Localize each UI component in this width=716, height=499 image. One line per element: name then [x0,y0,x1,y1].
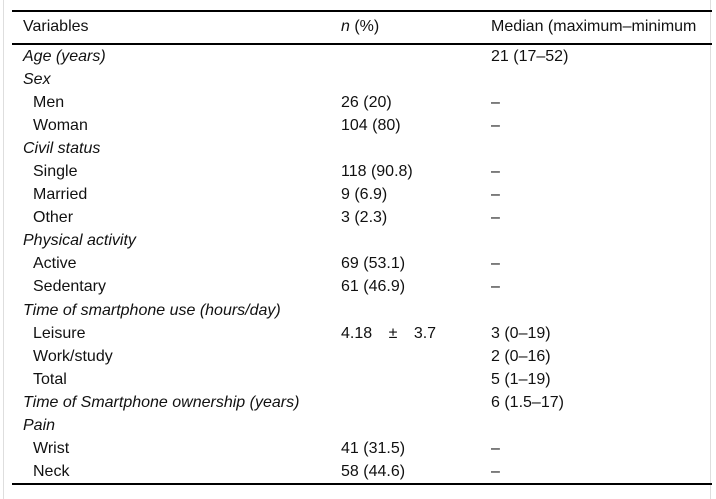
table-row: Total 5 (1–19) [12,368,712,391]
n-value: 61 (46.9) [341,278,406,296]
row-label: Woman [33,116,88,134]
table-row: Single 118 (90.8) – [12,160,712,183]
table-row: Pain [12,414,712,437]
table-row: Men 26 (20) – [12,91,712,114]
table-row: Civil status [12,137,712,160]
n-value: 104 (80) [341,116,401,134]
row-label: Active [33,255,77,273]
table-row: Physical activity [12,229,712,252]
row-label: Physical activity [23,232,136,250]
table-row: Time of smartphone use (hours/day) [12,299,712,322]
row-label: Wrist [33,440,70,458]
table-row: Married 9 (6.9) – [12,183,712,206]
row-label: Total [33,370,67,388]
table-row: Other 3 (2.3) – [12,206,712,229]
table-header-row: Variables n (%) Median (maximum–minimum [12,12,712,45]
n-value: 58 (44.6) [341,463,406,481]
median-value: – [491,93,500,111]
n-value: 9 (6.9) [341,186,388,204]
n-symbol: n [341,18,350,36]
n-value: 3 (2.3) [341,209,388,227]
table-row: Active 69 (53.1) – [12,252,712,275]
median-value: – [491,463,500,481]
row-label: Neck [33,463,70,481]
row-label: Civil status [23,139,101,157]
median-value: – [491,186,500,204]
row-label: Other [33,209,74,227]
table-row: Wrist 41 (31.5) – [12,437,712,460]
table-image-frame: Variables n (%) Median (maximum–minimum … [3,0,712,499]
row-label: Sedentary [33,278,106,296]
col-header-variables: Variables [23,18,89,36]
table-row: Leisure 4.18 ± 3.7 3 (0–19) [12,322,712,345]
median-value: – [491,116,500,134]
row-label: Leisure [33,324,86,342]
col-header-n-percent: n (%) [341,18,491,36]
n-value: 41 (31.5) [341,440,406,458]
row-label: Pain [23,417,56,434]
median-value: 3 (0–19) [491,324,551,342]
statistics-table: Variables n (%) Median (maximum–minimum … [12,10,712,486]
col-header-median: Median (maximum–minimum [491,18,697,36]
n-value: 26 (20) [341,93,392,111]
median-value: – [491,209,500,227]
n-value: 4.18 ± 3.7 [341,324,437,342]
median-value: – [491,278,500,296]
row-label: Age (years) [23,47,106,65]
n-percent-suffix: (%) [349,18,380,36]
median-value: – [491,255,500,273]
table-row: Age (years) 21 (17–52) [12,45,712,68]
median-value: 5 (1–19) [491,370,551,388]
row-label: Time of Smartphone ownership (years) [23,393,300,411]
n-value: 69 (53.1) [341,255,406,273]
row-label: Sex [23,70,51,88]
row-label: Single [33,162,78,180]
row-label: Married [33,186,88,204]
table-row: Sex [12,68,712,91]
row-label: Time of smartphone use (hours/day) [23,301,281,319]
table-row: Neck 58 (44.6) – [12,460,712,483]
table-row: Work/study 2 (0–16) [12,345,712,368]
table-row: Time of Smartphone ownership (years) 6 (… [12,391,712,414]
median-value: – [491,162,500,180]
median-value: 21 (17–52) [491,47,569,65]
median-value: 2 (0–16) [491,347,551,365]
row-label: Work/study [33,347,113,365]
median-value: – [491,440,500,458]
table-body: Age (years) 21 (17–52) Sex Men 26 (20) –… [12,45,712,486]
row-label: Men [33,93,65,111]
table-row: Sedentary 61 (46.9) – [12,275,712,298]
median-value: 6 (1.5–17) [491,393,564,411]
n-value: 118 (90.8) [341,162,413,180]
table-row: Woman 104 (80) – [12,114,712,137]
